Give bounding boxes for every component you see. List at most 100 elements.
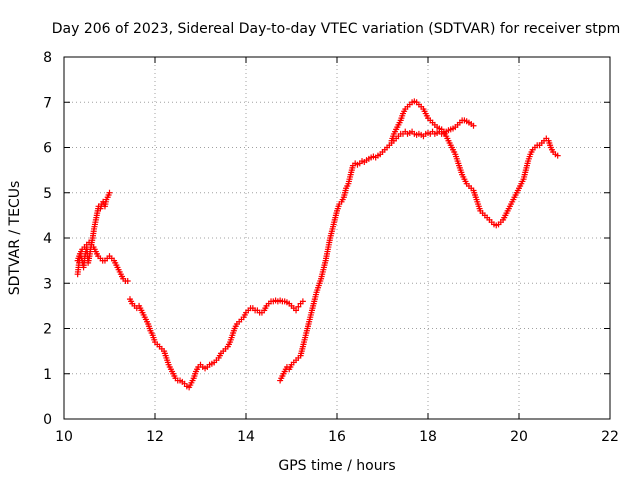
data-point xyxy=(124,277,131,284)
data-point-fill xyxy=(472,192,479,199)
data-point-fill xyxy=(524,160,531,167)
data-point-fill xyxy=(476,205,483,212)
data-point-fill xyxy=(306,318,313,325)
data-point-fill xyxy=(460,173,467,180)
data-point-fill xyxy=(216,352,223,359)
data-point-fill xyxy=(89,237,96,244)
data-point-fill xyxy=(448,144,455,151)
data-point-fill xyxy=(86,255,93,262)
data-point-fill xyxy=(262,305,269,312)
data-point-fill xyxy=(394,124,401,131)
x-tick-label: 18 xyxy=(419,429,437,445)
x-tick-label: 20 xyxy=(510,429,528,445)
axis-ticks xyxy=(63,56,611,420)
data-point-fill xyxy=(349,164,356,171)
data-point xyxy=(554,152,561,159)
data-point-fill xyxy=(225,341,232,348)
y-tick-label: 3 xyxy=(43,276,52,292)
data-point-fill xyxy=(331,219,338,226)
data-point-fill xyxy=(76,253,83,260)
data-point-fill xyxy=(401,108,408,115)
y-tick-label: 0 xyxy=(43,412,52,428)
data-point-fill xyxy=(299,345,306,352)
data-point-fill xyxy=(144,318,151,325)
x-tick-labels: 10 12 14 16 18 20 22 xyxy=(55,429,619,445)
data-point-fill xyxy=(442,130,449,137)
data-point-fill xyxy=(241,311,248,318)
data-point-fill xyxy=(137,305,144,312)
data-point-fill xyxy=(319,268,326,275)
x-axis-label: GPS time / hours xyxy=(278,458,395,474)
data-point-fill xyxy=(164,359,171,366)
y-tick-labels: 0 1 2 3 4 5 6 7 8 xyxy=(43,50,52,428)
data-point-fill xyxy=(91,246,98,253)
data-point-fill xyxy=(390,133,397,140)
data-point-fill xyxy=(421,108,428,115)
data-point-fill xyxy=(232,323,239,330)
data-point-fill xyxy=(128,298,135,305)
data-point-fill xyxy=(451,149,458,156)
data-point-fill xyxy=(92,219,99,226)
data-point-fill xyxy=(519,178,526,185)
data-point-fill xyxy=(90,228,97,235)
y-tick-label: 7 xyxy=(43,95,52,111)
x-tick-label: 10 xyxy=(55,429,73,445)
data-point-fill xyxy=(93,212,100,219)
data-point-fill xyxy=(93,250,100,257)
x-tick-label: 12 xyxy=(146,429,164,445)
data-point-fill xyxy=(339,196,346,203)
data-point-fill xyxy=(278,375,285,382)
data-point-fill xyxy=(141,314,148,321)
data-point xyxy=(470,122,477,129)
data-point-fill xyxy=(192,370,199,377)
data-point-fill xyxy=(474,198,481,205)
data-point-fill xyxy=(116,268,123,275)
y-axis-label: SDTVAR / TECUs xyxy=(7,181,23,296)
data-point-fill xyxy=(119,273,126,280)
data-point-fill xyxy=(510,196,517,203)
data-point-fill xyxy=(187,382,194,389)
grid-lines xyxy=(64,57,610,419)
data-point-fill xyxy=(526,153,533,160)
data-point-fill xyxy=(512,192,519,199)
data-point-fill xyxy=(287,363,294,370)
data-point-fill xyxy=(78,248,85,255)
data-point-fill xyxy=(303,327,310,334)
data-point-fill xyxy=(324,248,331,255)
data-point-fill xyxy=(189,377,196,384)
data-point-fill xyxy=(151,336,158,343)
data-point-fill xyxy=(399,112,406,119)
data-point-fill xyxy=(458,169,465,176)
data-point-fill xyxy=(312,291,319,298)
data-point-fill xyxy=(508,201,515,208)
data-point-fill xyxy=(315,284,322,291)
chart-title: Day 206 of 2023, Sidereal Day-to-day VTE… xyxy=(52,21,621,37)
data-point-fill xyxy=(228,334,235,341)
data-point-fill xyxy=(335,203,342,210)
data-point-fill xyxy=(146,325,153,332)
data-point-fill xyxy=(102,198,109,205)
data-point-fill xyxy=(308,309,315,316)
data-point-fill xyxy=(114,264,121,271)
y-tick-label: 2 xyxy=(43,322,52,338)
x-tick-label: 22 xyxy=(601,429,619,445)
data-point-fill xyxy=(328,228,335,235)
data-point-fill xyxy=(344,182,351,189)
data-points xyxy=(74,98,561,391)
data-point-fill xyxy=(456,162,463,169)
data-point-fill xyxy=(505,205,512,212)
data-point-fill xyxy=(503,210,510,217)
data-point-fill xyxy=(462,178,469,185)
y-tick-label: 1 xyxy=(43,367,52,383)
data-point-fill xyxy=(194,366,201,373)
data-point-fill xyxy=(333,210,340,217)
data-point-fill xyxy=(112,259,119,266)
data-point-fill xyxy=(230,327,237,334)
data-point-fill xyxy=(317,277,324,284)
data-point-fill xyxy=(105,192,112,199)
data-point-fill xyxy=(280,370,287,377)
data-point-fill xyxy=(453,155,460,162)
data-point xyxy=(293,307,300,314)
data-point-fill xyxy=(444,135,451,142)
